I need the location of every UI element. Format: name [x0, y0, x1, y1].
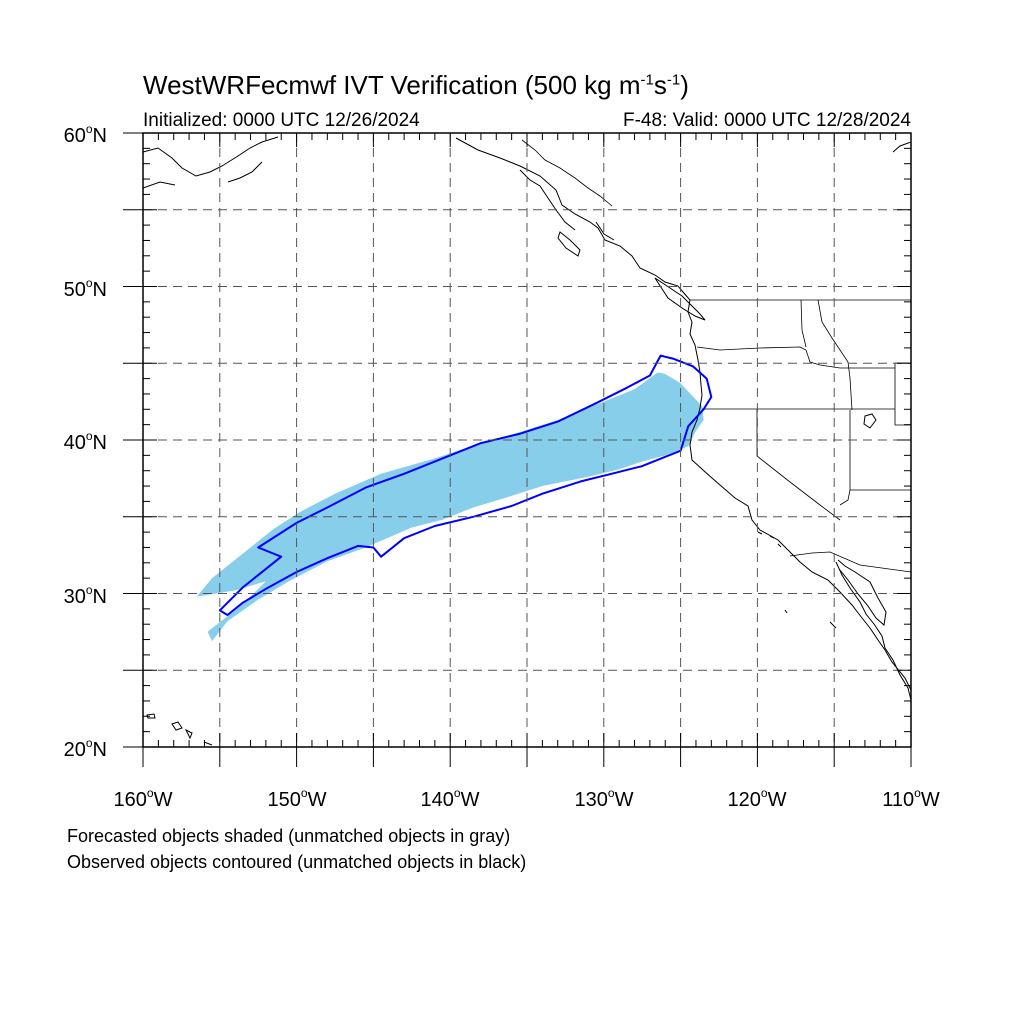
observed-object-1: [218, 354, 713, 616]
lat-label-60n: 60oN: [63, 122, 107, 147]
lon-label-130w: 130oW: [574, 786, 634, 811]
lat-label-20n: 20oN: [63, 736, 107, 761]
canada-alaska-border: [521, 139, 613, 207]
california-nevada-border: [756, 409, 841, 521]
lon-label-140w: 140oW: [420, 786, 480, 811]
great-salt-lake: [863, 413, 877, 429]
lat-label-40n: 40oN: [63, 429, 107, 454]
lon-label-110w: 110oW: [882, 786, 940, 811]
axis-ticks: [123, 132, 912, 767]
forecast-object-1: [196, 372, 704, 642]
plot-title: WestWRFecmwf IVT Verification (500 kg m-…: [143, 70, 689, 100]
political-borders: [521, 139, 911, 573]
washington-oregon-border: [696, 346, 895, 369]
north-america-coastline: [455, 137, 911, 691]
coastline-layer: [143, 136, 911, 746]
channel-islands: [757, 531, 837, 629]
vancouver-island: [654, 277, 706, 321]
lon-label-150w: 150oW: [267, 786, 327, 811]
lat-label-30n: 30oN: [63, 583, 107, 608]
hawaii-islands: [146, 713, 213, 746]
us-mexico-border: [789, 551, 911, 573]
baja-california-coastline: [835, 561, 911, 701]
observed-legend-note: Observed objects contoured (unmatched ob…: [67, 852, 527, 872]
initialized-time: Initialized: 0000 UTC 12/26/2024: [143, 110, 420, 131]
southeast-alaska-islands: [519, 169, 615, 257]
alaska-coastline: [143, 136, 279, 189]
lon-label-160w: 160oW: [113, 786, 173, 811]
valid-time: F-48: Valid: 0000 UTC 12/28/2024: [623, 110, 911, 131]
idaho-border: [800, 299, 853, 411]
nevada-arizona-border: [839, 410, 911, 506]
lat-label-50n: 50oN: [63, 276, 107, 301]
lat-lon-grid: [143, 133, 911, 747]
forecast-object-layer: [196, 372, 704, 642]
gulf-of-california-coast: [837, 559, 887, 626]
forecast-legend-note: Forecasted objects shaded (unmatched obj…: [67, 826, 511, 846]
north-alaska-edge: [892, 141, 911, 153]
observed-object-layer: [218, 354, 713, 616]
lon-label-120w: 120oW: [727, 786, 787, 811]
